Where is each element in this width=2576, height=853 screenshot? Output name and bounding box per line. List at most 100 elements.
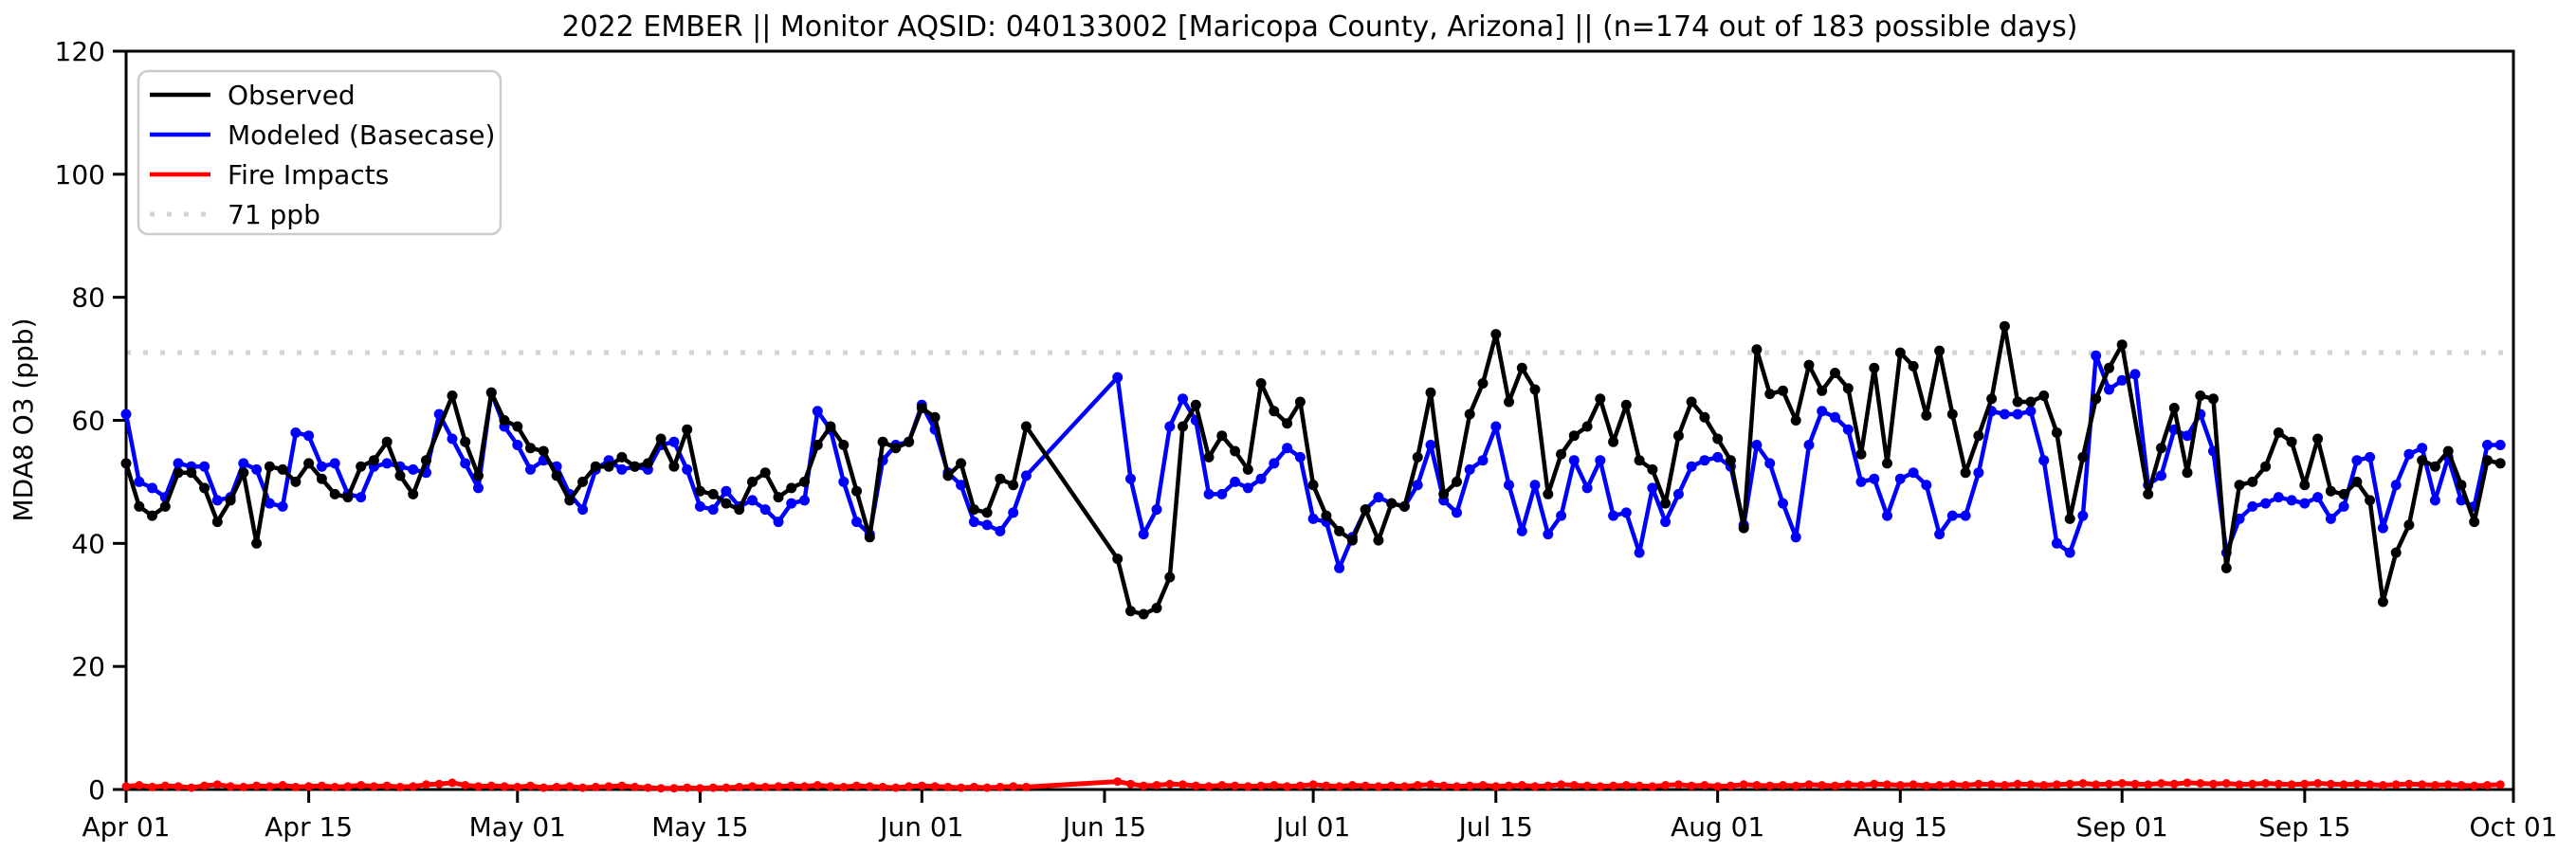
data-point: [1203, 488, 1215, 499]
data-point: [578, 783, 588, 792]
data-point: [2156, 443, 2166, 454]
data-point: [655, 433, 667, 445]
data-point: [1582, 781, 1592, 790]
data-point: [1791, 781, 1800, 790]
data-point: [982, 783, 992, 792]
data-point: [2312, 433, 2324, 445]
data-point: [2208, 393, 2219, 405]
data-point: [160, 781, 170, 790]
data-point: [1464, 408, 1475, 420]
data-point: [1687, 781, 1696, 790]
data-point: [813, 781, 822, 789]
data-point: [2156, 470, 2166, 481]
data-point: [226, 782, 235, 791]
data-point: [316, 473, 327, 484]
data-point: [774, 782, 783, 791]
data-point: [1568, 455, 1580, 466]
data-point: [1151, 504, 1162, 516]
data-point: [748, 782, 757, 791]
data-point: [2064, 513, 2075, 524]
data-point: [1726, 781, 1735, 790]
data-point: [825, 421, 836, 432]
data-point: [2457, 781, 2466, 789]
data-point: [1516, 525, 1527, 536]
data-point: [2104, 362, 2114, 373]
data-point: [552, 782, 561, 791]
data-point: [551, 470, 562, 481]
data-point: [1699, 411, 1710, 423]
data-point: [1283, 782, 1292, 791]
data-point: [394, 470, 406, 481]
data-point: [2377, 596, 2388, 608]
data-point: [2443, 780, 2453, 789]
data-point: [759, 504, 771, 516]
data-point: [707, 504, 719, 516]
data-point: [1505, 781, 1513, 790]
data-point: [212, 780, 222, 789]
data-point: [590, 461, 601, 472]
data-point: [1334, 562, 1345, 573]
data-point: [434, 779, 444, 789]
data-point: [2273, 492, 2284, 503]
data-point: [264, 498, 275, 509]
data-point: [460, 436, 471, 447]
data-point: [2038, 455, 2050, 466]
data-point: [616, 451, 628, 463]
data-point: [1870, 779, 1879, 789]
data-point: [421, 455, 431, 466]
data-point: [147, 482, 157, 494]
data-point: [2417, 443, 2428, 454]
data-point: [890, 443, 902, 454]
data-point: [1842, 424, 1854, 435]
data-point: [500, 782, 509, 791]
data-point: [2456, 480, 2467, 491]
data-point: [134, 500, 145, 512]
data-point: [264, 461, 275, 472]
data-point: [2390, 547, 2402, 558]
data-point: [1164, 421, 1176, 432]
data-point: [773, 492, 784, 503]
data-point: [668, 436, 680, 447]
data-point: [1817, 385, 1828, 396]
data-point: [1138, 529, 1149, 540]
data-point: [356, 781, 366, 789]
x-tick-label: Oct 01: [2470, 811, 2558, 843]
data-point: [317, 781, 326, 790]
data-point: [656, 784, 666, 793]
data-point: [1804, 780, 1814, 789]
data-point: [2116, 339, 2128, 351]
data-point: [2247, 476, 2258, 487]
data-point: [2365, 495, 2376, 506]
data-point: [1648, 782, 1657, 791]
data-point: [604, 782, 613, 791]
data-point: [525, 443, 536, 454]
x-tick-label: Jul 01: [1274, 811, 1350, 843]
data-point: [1947, 780, 1957, 789]
data-point: [1700, 781, 1709, 789]
data-point: [630, 782, 640, 791]
data-point: [2012, 408, 2023, 420]
data-point: [1712, 433, 1724, 445]
data-point: [1883, 780, 1891, 789]
y-tick-label: 120: [55, 36, 105, 67]
data-point: [2403, 519, 2415, 531]
data-point: [2209, 779, 2218, 789]
data-point: [2495, 780, 2505, 789]
data-point: [1921, 409, 1932, 421]
data-point: [786, 498, 797, 509]
data-point: [120, 408, 132, 420]
data-point: [695, 784, 704, 793]
y-tick-label: 0: [88, 774, 105, 806]
data-point: [1974, 779, 1983, 789]
data-point: [957, 783, 966, 792]
data-point: [2286, 436, 2297, 447]
data-point: [1921, 480, 1932, 491]
data-point: [1216, 430, 1228, 442]
data-point: [187, 783, 196, 792]
data-point: [1581, 421, 1593, 432]
data-point: [1647, 463, 1658, 475]
axes-layer: 0 20 40 60 80 100 120 Apr 01 Apr 15 May 01 May 15 J…: [55, 36, 2558, 843]
data-point: [996, 782, 1005, 791]
